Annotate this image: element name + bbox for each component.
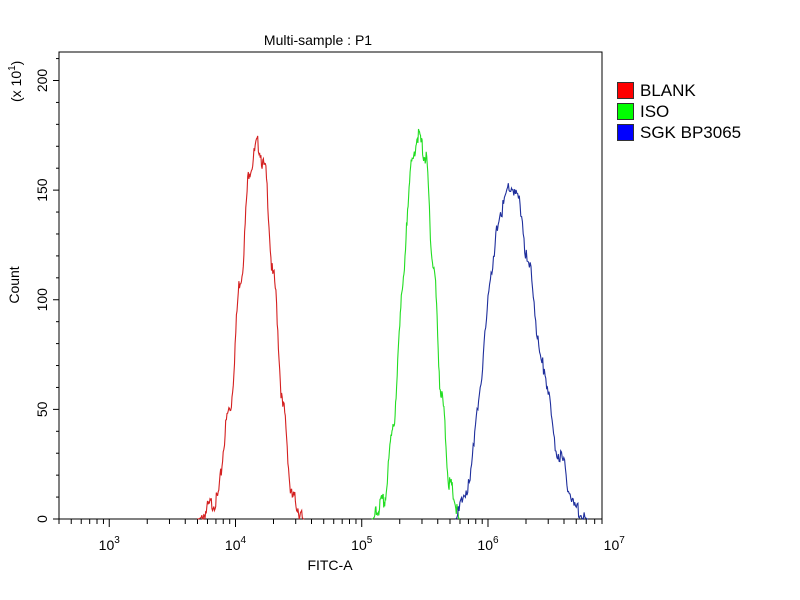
legend: BLANK ISO SGK BP3065 — [617, 80, 741, 143]
y-multiplier-text: (x 10 — [8, 71, 24, 102]
legend-swatch-sgk — [617, 124, 634, 141]
legend-swatch-iso — [617, 103, 634, 120]
y-tick-label: 50 — [34, 401, 50, 417]
y-tick-label: 100 — [34, 288, 50, 312]
series-line-iso — [371, 128, 461, 520]
y-axis: 0 50 100 150 200 — [34, 58, 59, 523]
y-tick-label: 150 — [34, 178, 50, 202]
chart-title: Multi-sample : P1 — [264, 32, 372, 48]
legend-item-sgk: SGK BP3065 — [617, 122, 741, 143]
y-multiplier-exp: 1 — [7, 65, 18, 71]
series-line-blank — [197, 135, 305, 520]
legend-item-blank: BLANK — [617, 80, 741, 101]
legend-swatch-blank — [617, 82, 634, 99]
series-line-sgk-bp3065 — [455, 183, 589, 520]
series-layer — [197, 128, 589, 520]
x-tick-label: 105 — [351, 535, 373, 553]
legend-label-blank: BLANK — [640, 81, 696, 100]
x-tick-label: 103 — [99, 535, 121, 553]
legend-item-iso: ISO — [617, 101, 741, 122]
x-axis: 103 104 105 106 107 — [58, 519, 626, 553]
x-tick-label: 107 — [604, 535, 626, 553]
plot-area — [58, 51, 603, 520]
y-axis-label: Count — [6, 266, 22, 303]
y-multiplier-label: (x 101) — [7, 61, 24, 102]
x-tick-label: 106 — [477, 535, 499, 553]
y-tick-label: 200 — [34, 69, 50, 93]
x-axis-label: FITC-A — [307, 557, 353, 573]
legend-label-sgk: SGK BP3065 — [640, 123, 742, 142]
x-tick-label: 104 — [225, 535, 247, 553]
y-tick-label: 0 — [34, 515, 50, 523]
legend-label-iso: ISO — [640, 102, 670, 121]
